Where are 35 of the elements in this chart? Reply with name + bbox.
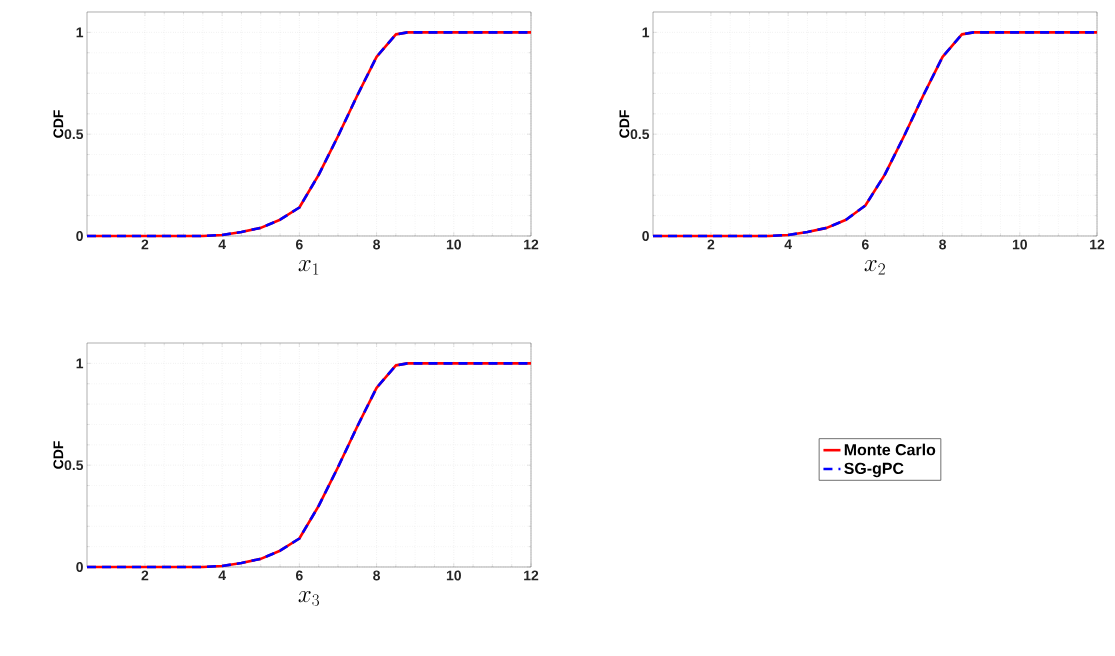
x-axis-title: $x_1$ [298,259,319,275]
x-tick-label: 4 [784,239,792,250]
y-tick-label: 0 [76,231,83,241]
x-axis-title: $x_3$ [298,590,320,606]
x-axis-title: $x_2$ [864,259,885,275]
x-tick-label: 8 [373,570,381,581]
y-tick-label: 1 [76,27,84,38]
y-axis-title: CDF [53,441,64,469]
y-tick-label: 1 [642,27,650,38]
y-tick-label: 0.5 [64,460,84,471]
y-axis-title: CDF [53,110,64,138]
x-tick-label: 2 [707,239,715,250]
x-tick-label: 6 [296,570,303,581]
x-tick-label: 12 [1090,239,1105,250]
y-tick-label: 1 [76,358,84,369]
x-tick-label: 6 [862,239,869,250]
y-tick-label: 0.5 [630,129,650,140]
y-tick-label: 0.5 [64,129,84,140]
x-tick-label: 2 [141,570,149,581]
x-tick-label: 4 [218,570,226,581]
x-tick-label: 8 [939,239,947,250]
x-tick-label: 4 [218,239,226,250]
x-tick-label: 10 [446,570,461,581]
y-axis-title: CDF [619,110,630,138]
x-tick-label: 2 [141,239,149,250]
y-tick-label: 0 [76,562,83,572]
legend-label: SG-gPC [844,462,904,478]
x-tick-label: 6 [296,239,303,250]
x-tick-label: 12 [524,570,539,581]
x-tick-label: 10 [446,239,461,250]
y-tick-label: 0 [642,231,649,241]
x-tick-label: 8 [373,239,381,250]
legend-label: Monte Carlo [844,443,936,456]
x-tick-label: 10 [1012,239,1027,250]
x-tick-label: 12 [524,239,539,250]
